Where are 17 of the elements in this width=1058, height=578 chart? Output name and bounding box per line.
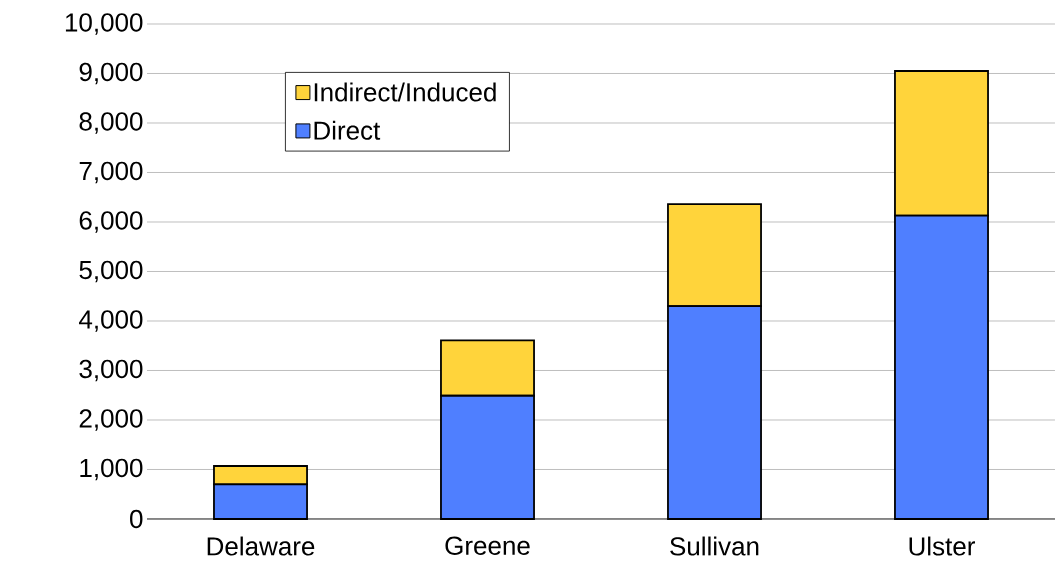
- y-tick-label: 8,000: [79, 112, 143, 134]
- x-tick-label: Sullivan: [670, 536, 759, 556]
- x-tick-label: Ulster: [909, 536, 976, 556]
- y-tick-label: 1,000: [80, 458, 143, 481]
- y-tick-label: 10,000: [65, 13, 143, 35]
- y-tick-label: 4,000: [79, 310, 143, 332]
- y-tick-label: 2,000: [79, 409, 143, 431]
- y-tick-label: 3,000: [79, 359, 143, 382]
- y-tick-label: 7,000: [79, 161, 143, 184]
- y-tick-label: 9,000: [79, 62, 143, 85]
- y-tick-label: 5,000: [79, 260, 143, 283]
- legend-label: Indirect/Induced: [314, 82, 496, 102]
- x-tick-label: Delaware: [207, 536, 315, 556]
- x-tick-label: Greene: [445, 536, 530, 555]
- y-tick-label: 0: [130, 509, 143, 529]
- y-tick-label: 6,000: [79, 211, 143, 233]
- legend-label: Direct: [314, 120, 381, 140]
